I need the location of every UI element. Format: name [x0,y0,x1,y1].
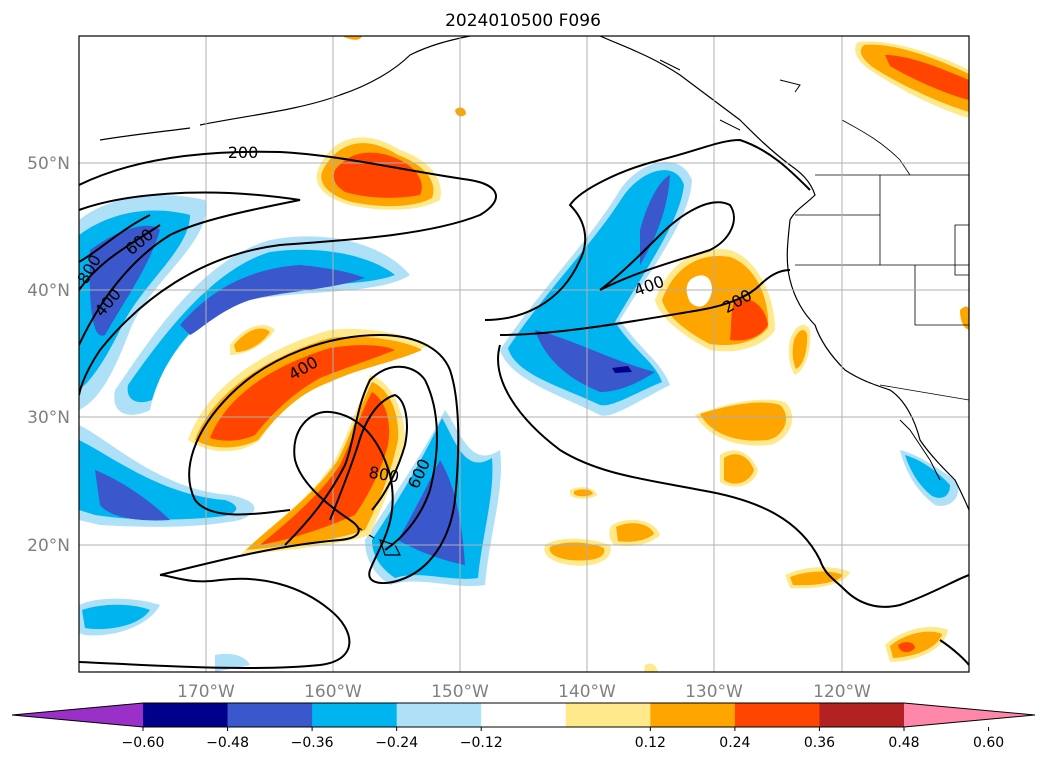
alaska-canada-border [841,36,911,176]
colorbar-swatch [565,703,651,727]
colorbar-tick-label: 0.36 [804,735,835,751]
lon-tick-label: 160°W [304,682,362,702]
contour-400-hook [159,333,460,584]
contour-lines [79,138,969,670]
colorbar-tick-label: 0.24 [719,735,750,751]
contour-southeast-fragment [939,639,969,666]
contour-200-east [499,269,791,336]
colorbar-tick-label: −0.60 [122,735,165,751]
state-border-e [954,224,969,276]
contour-200-central [484,138,811,321]
negative-anomaly-central [500,161,692,416]
hawaii-island [379,539,401,556]
contour-label: 200 [228,143,259,162]
contour-600-west [79,224,161,291]
shaded-fields [79,36,969,672]
contour-200-west [79,150,497,396]
aleutian-islands [99,127,191,141]
north-america-coastline [599,36,969,511]
contour-400-west [79,191,301,346]
colorbar-swatch [734,703,820,727]
lon-tick-label: 150°W [431,682,489,702]
colorbar-swatch [650,703,736,727]
negative-anomaly-southwest [79,425,255,527]
figure-title: 2024010500 F096 [445,11,601,31]
lat-tick-label: 20°N [27,536,70,556]
contour-200-south [79,574,351,670]
colorbar-tick-label: −0.48 [206,735,249,751]
contour-800-hook [329,393,408,521]
negative-anomaly-hawaii [365,410,502,587]
latitude-labels: 50°N 40°N 30°N 20°N [27,154,70,556]
coastlines [99,36,969,556]
alaska-coastline [199,36,471,126]
contour-600-hook [284,365,438,551]
colorbar-swatch [227,703,313,727]
colorbar-swatch [143,703,229,727]
negative-anomaly-band [114,236,411,415]
baja-california [899,419,941,481]
lon-tick-label: 120°W [813,682,871,702]
hawaii-islets [358,527,375,539]
colorbar-swatch [481,703,567,727]
lon-tick-label: 140°W [558,682,616,702]
negative-anomaly-west [79,195,207,410]
colorbar-tick-label: 0.12 [635,735,666,751]
colorbar: −0.60 −0.48 −0.36 −0.24 −0.12 0.12 0.24 0.36 0.4… [11,702,1036,751]
lat-tick-label: 50°N [27,154,70,174]
positive-anomaly-north [316,137,441,210]
colorbar-tick-label: −0.24 [375,735,418,751]
contour-800-west [79,214,151,263]
longitude-labels: 170°W 160°W 150°W 140°W 130°W 120°W [177,682,871,702]
us-mexico-border [879,384,969,401]
colorbar-tick-label: −0.12 [460,735,503,751]
colorbar-swatch [819,703,905,727]
lat-tick-label: 30°N [27,408,70,428]
colorbar-tick-label: 0.60 [973,735,1004,751]
lon-tick-label: 130°W [685,682,743,702]
colorbar-extend-min [12,703,143,727]
map-panel: 200 600 800 400 400 800 600 400 200 [73,35,970,673]
lon-tick-label: 170°W [177,682,235,702]
colorbar-tick-label: −0.36 [291,735,334,751]
contour-south-arc [497,344,969,608]
lat-tick-label: 40°N [27,281,70,301]
colorbar-tick-label: 0.48 [888,735,919,751]
positive-anomaly-east [655,249,811,487]
colorbar-swatch [396,703,482,727]
contour-400-east [599,201,735,291]
colorbar-extend-max [904,703,1035,727]
negative-anomaly-coast [79,450,959,672]
map-frame [78,35,970,673]
state-border-d [914,265,969,326]
coastal-islands [659,59,801,131]
positive-anomaly-misc [342,36,969,672]
colorbar-swatch [312,703,398,727]
